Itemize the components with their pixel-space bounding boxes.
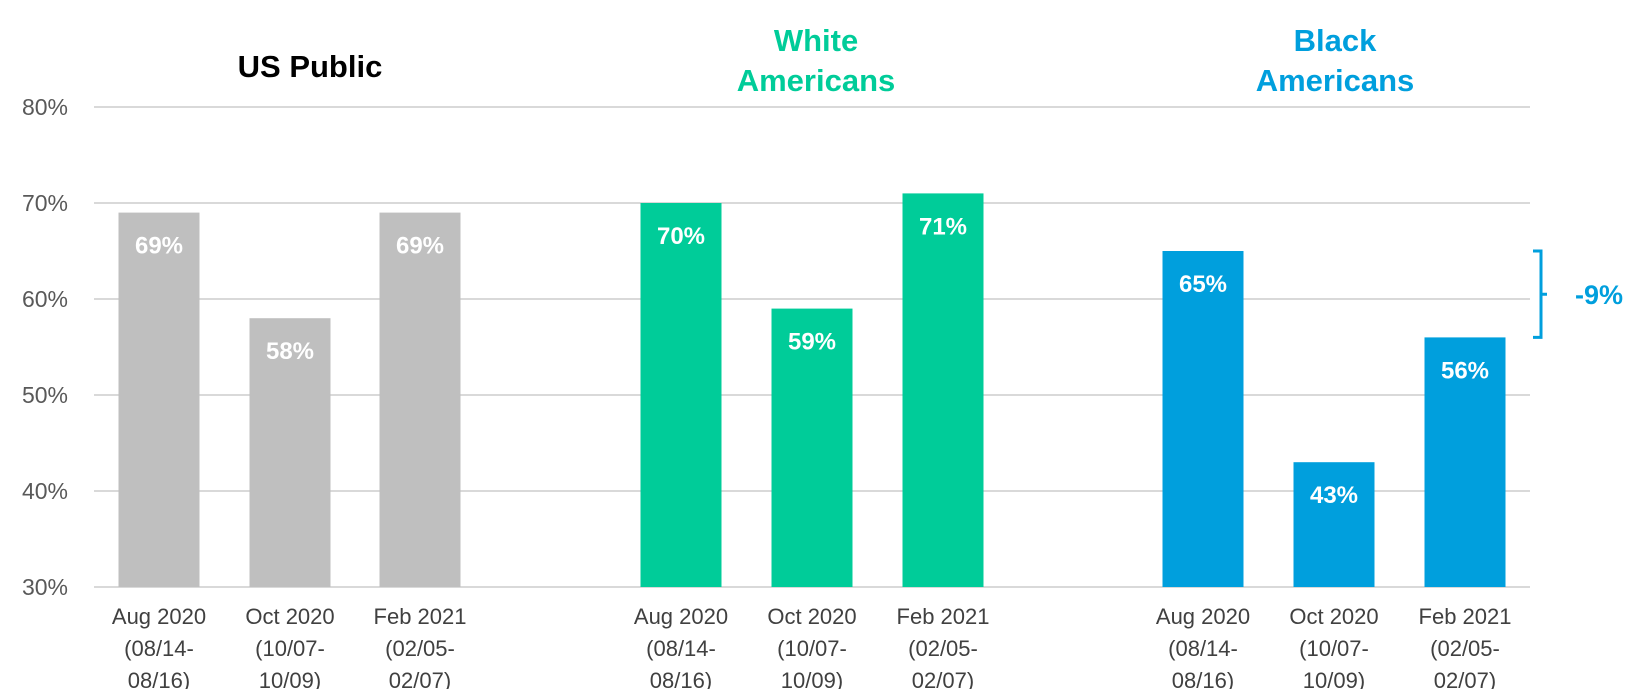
bar-value-label: 69% xyxy=(135,233,183,260)
x-category-label: Feb 2021 xyxy=(897,604,990,629)
x-category-label: (10/07- xyxy=(777,636,847,661)
x-category-label: (02/05- xyxy=(908,636,978,661)
bar-value-label: 56% xyxy=(1441,357,1489,384)
bar xyxy=(1293,462,1375,587)
bar xyxy=(379,212,461,587)
x-category-label: Oct 2020 xyxy=(245,604,334,629)
bar xyxy=(118,212,200,587)
x-category-label: 10/09) xyxy=(1303,668,1365,689)
bar xyxy=(771,308,853,587)
x-category-label: (08/14- xyxy=(124,636,194,661)
x-category-label: 10/09) xyxy=(781,668,843,689)
x-category-label: Aug 2020 xyxy=(112,604,206,629)
y-tick-label: 80% xyxy=(22,94,68,120)
bar-value-label: 71% xyxy=(919,213,967,240)
x-category-label: 10/09) xyxy=(259,668,321,689)
bar-value-label: 59% xyxy=(788,329,836,356)
group-title: Black xyxy=(1294,23,1377,58)
group-title: Americans xyxy=(737,63,896,98)
x-category-label: (10/07- xyxy=(1299,636,1369,661)
y-tick-label: 60% xyxy=(22,286,68,312)
x-category-label: (08/14- xyxy=(646,636,716,661)
x-category-label: (10/07- xyxy=(255,636,325,661)
bar-value-label: 70% xyxy=(657,223,705,250)
y-tick-label: 50% xyxy=(22,382,68,408)
bar-value-label: 65% xyxy=(1179,271,1227,298)
change-annotation: -9% xyxy=(1575,280,1623,310)
x-category-label: 08/16) xyxy=(128,668,190,689)
group-title: White xyxy=(774,23,858,58)
bar-value-label: 69% xyxy=(396,233,444,260)
x-category-label: 02/07) xyxy=(1434,668,1496,689)
x-category-label: (02/05- xyxy=(385,636,455,661)
bar xyxy=(640,203,722,587)
y-tick-label: 70% xyxy=(22,190,68,216)
group-title: US Public xyxy=(238,49,383,84)
group-title: Americans xyxy=(1256,63,1415,98)
bar xyxy=(249,318,331,587)
x-category-label: 02/07) xyxy=(912,668,974,689)
x-category-label: 08/16) xyxy=(1172,668,1234,689)
y-tick-label: 40% xyxy=(22,478,68,504)
bar xyxy=(1424,337,1506,587)
x-category-label: 08/16) xyxy=(650,668,712,689)
bar-value-label: 43% xyxy=(1310,482,1358,509)
x-category-label: Oct 2020 xyxy=(1289,604,1378,629)
bar xyxy=(902,193,984,587)
x-category-label: Oct 2020 xyxy=(767,604,856,629)
x-category-label: (02/05- xyxy=(1430,636,1500,661)
x-category-label: Feb 2021 xyxy=(1419,604,1512,629)
x-category-label: Aug 2020 xyxy=(1156,604,1250,629)
x-category-label: (08/14- xyxy=(1168,636,1238,661)
x-category-label: 02/07) xyxy=(389,668,451,689)
x-category-label: Feb 2021 xyxy=(374,604,467,629)
change-bracket xyxy=(1533,249,1547,339)
bar xyxy=(1162,251,1244,587)
x-category-label: Aug 2020 xyxy=(634,604,728,629)
bar-value-label: 58% xyxy=(266,338,314,365)
y-tick-label: 30% xyxy=(22,574,68,600)
